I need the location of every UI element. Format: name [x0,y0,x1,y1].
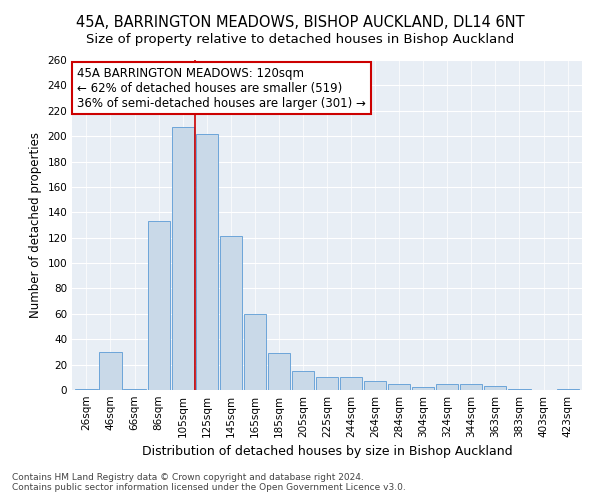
Bar [100,352,122,390]
Bar [340,378,362,390]
Bar [148,221,170,390]
Bar [220,236,242,390]
Text: 45A, BARRINGTON MEADOWS, BISHOP AUCKLAND, DL14 6NT: 45A, BARRINGTON MEADOWS, BISHOP AUCKLAND… [76,15,524,30]
Bar [76,388,98,390]
Bar [484,386,506,390]
Y-axis label: Number of detached properties: Number of detached properties [29,132,42,318]
Bar [364,381,386,390]
Text: 45A BARRINGTON MEADOWS: 120sqm
← 62% of detached houses are smaller (519)
36% of: 45A BARRINGTON MEADOWS: 120sqm ← 62% of … [77,66,366,110]
Bar [436,384,458,390]
Bar [292,371,314,390]
X-axis label: Distribution of detached houses by size in Bishop Auckland: Distribution of detached houses by size … [142,446,512,458]
Bar [268,353,290,390]
Bar [460,384,482,390]
Bar [196,134,218,390]
Text: Size of property relative to detached houses in Bishop Auckland: Size of property relative to detached ho… [86,32,514,46]
Bar [508,388,530,390]
Bar [316,378,338,390]
Bar [412,388,434,390]
Bar [124,388,146,390]
Text: Contains public sector information licensed under the Open Government Licence v3: Contains public sector information licen… [12,484,406,492]
Bar [172,128,194,390]
Bar [388,384,410,390]
Text: Contains HM Land Registry data © Crown copyright and database right 2024.: Contains HM Land Registry data © Crown c… [12,474,364,482]
Bar [557,388,578,390]
Bar [244,314,266,390]
